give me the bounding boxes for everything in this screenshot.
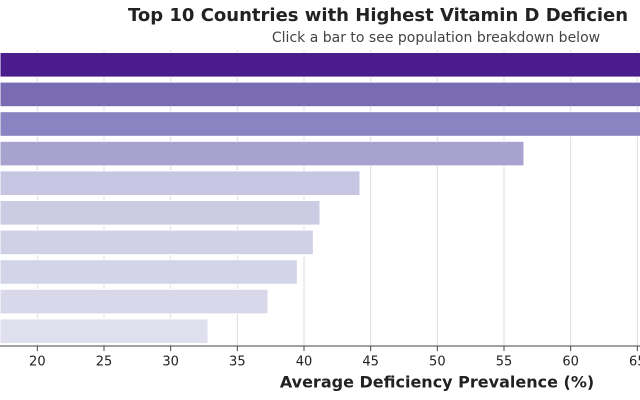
x-axis-title: Average Deficiency Prevalence (%) bbox=[280, 373, 594, 392]
x-tick-label: 20 bbox=[29, 355, 46, 370]
x-tick-label: 45 bbox=[362, 355, 379, 370]
bar[interactable] bbox=[0, 200, 321, 226]
bar[interactable] bbox=[0, 81, 640, 108]
x-tick-label: 40 bbox=[296, 355, 313, 370]
x-tick-label: 30 bbox=[162, 355, 179, 370]
chart-subtitle: Click a bar to see population breakdown … bbox=[272, 30, 600, 46]
chart-title: Top 10 Countries with Highest Vitamin D … bbox=[128, 5, 628, 26]
x-tick-label: 65 bbox=[629, 355, 640, 370]
bar[interactable] bbox=[0, 52, 640, 78]
x-tick-label: 55 bbox=[496, 355, 513, 370]
bar[interactable] bbox=[0, 170, 361, 196]
x-tick-label: 25 bbox=[96, 355, 113, 370]
bar[interactable] bbox=[0, 288, 269, 315]
bar[interactable] bbox=[0, 229, 314, 256]
x-tick-label: 50 bbox=[429, 355, 446, 370]
bar[interactable] bbox=[0, 111, 640, 137]
x-tick-label: 60 bbox=[562, 355, 579, 370]
bar[interactable] bbox=[0, 318, 209, 344]
bar[interactable] bbox=[0, 259, 298, 285]
bar[interactable] bbox=[0, 140, 525, 167]
x-tick-label: 35 bbox=[229, 355, 246, 370]
